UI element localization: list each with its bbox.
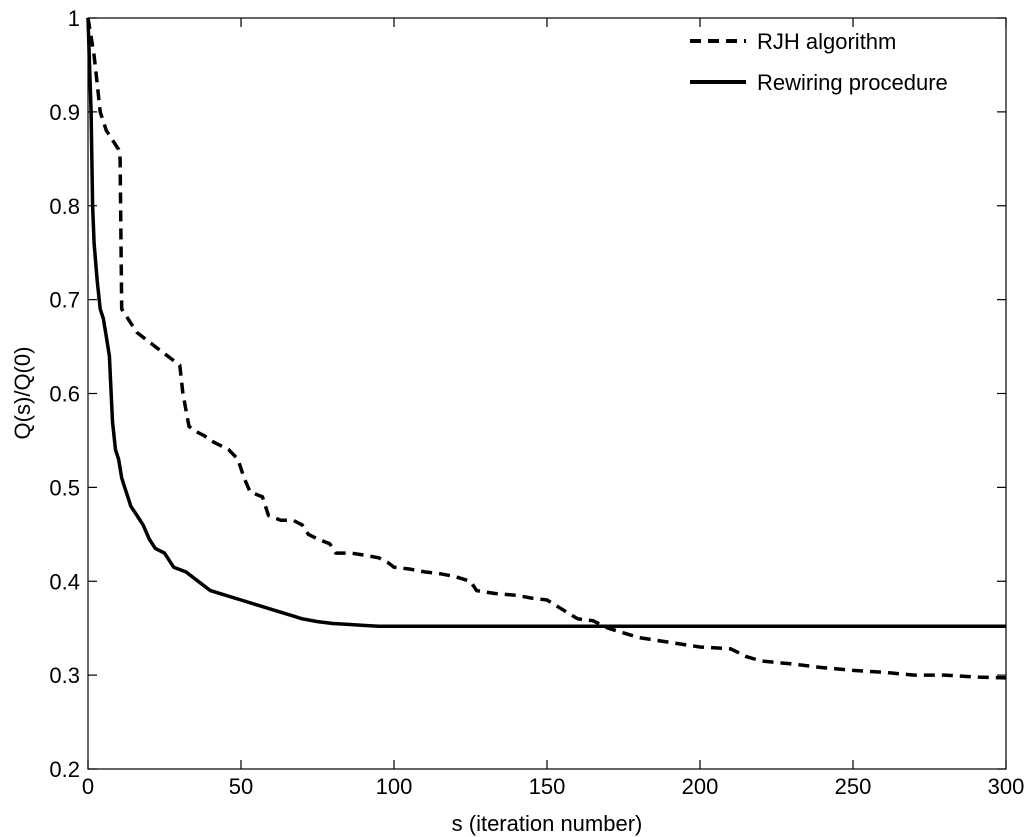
x-tick-label: 250 [835, 774, 872, 799]
y-tick-label: 1 [68, 6, 80, 31]
y-tick-label: 0.7 [49, 288, 80, 313]
y-axis: 0.2 0.3 0.4 0.5 0.6 0.7 0.8 0.9 1 [49, 6, 1006, 782]
x-axis-label: s (iteration number) [452, 811, 643, 836]
y-tick-label: 0.2 [49, 757, 80, 782]
series-line-rewiring [86, 17, 1006, 629]
y-tick-label: 0.8 [49, 194, 80, 219]
y-tick-label: 0.9 [49, 100, 80, 125]
y-tick-label: 0.5 [49, 475, 80, 500]
series-layer [86, 17, 1007, 680]
y-tick-label: 0.4 [49, 569, 80, 594]
y-axis-label: Q(s)/Q(0) [10, 347, 35, 440]
x-tick-label: 100 [376, 774, 413, 799]
x-tick-label: 0 [82, 774, 94, 799]
x-tick-label: 300 [988, 774, 1025, 799]
x-axis: 0 50 100 150 200 250 300 [82, 18, 1024, 799]
legend: RJH algorithm Rewiring procedure [690, 29, 948, 95]
x-tick-label: 150 [529, 774, 566, 799]
legend-label-rewiring: Rewiring procedure [757, 70, 948, 95]
x-tick-label: 200 [682, 774, 719, 799]
legend-label-rjh: RJH algorithm [757, 29, 896, 54]
x-tick-label: 50 [229, 774, 253, 799]
y-tick-label: 0.3 [49, 663, 80, 688]
y-tick-label: 0.6 [49, 382, 80, 407]
plot-area [87, 17, 1007, 770]
series-line-rjh [86, 17, 1007, 680]
